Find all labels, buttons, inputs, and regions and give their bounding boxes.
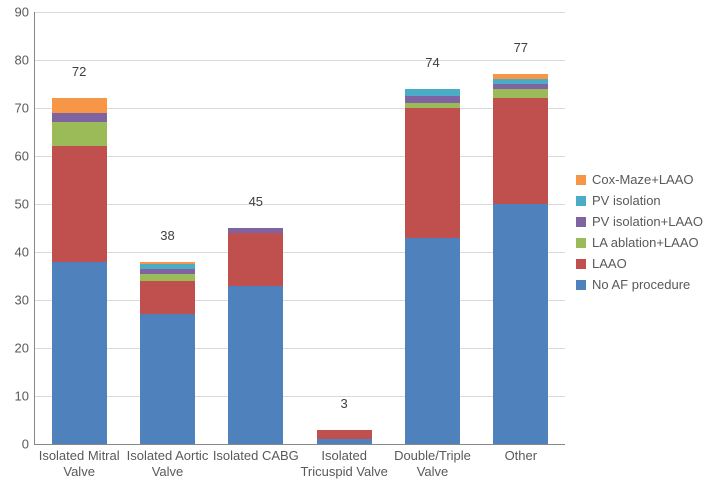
y-tick-label: 20 [15,341,35,356]
bar-segment [228,286,283,444]
legend-swatch [576,238,586,248]
bar-segment [228,233,283,286]
x-category-label: Isolated CABG [212,444,300,464]
legend-label: PV isolation [592,193,661,208]
bar-segment [493,204,548,444]
legend-label: No AF procedure [592,277,690,292]
bar-segment [405,103,460,108]
bar-total-label: 74 [405,55,460,72]
bar-segment [493,74,548,79]
legend-item: LA ablation+LAAO [576,235,703,250]
bar-segment [317,430,372,440]
plot-area: 010203040506070809072Isolated Mitral Val… [34,12,565,445]
gridline [35,60,565,61]
x-category-label: Isolated Tricuspid Valve [300,444,388,479]
bar-total-label: 3 [317,396,372,413]
bar-segment [140,269,195,274]
bar-segment [405,108,460,238]
gridline [35,204,565,205]
bar-segment [140,274,195,281]
y-tick-label: 90 [15,5,35,20]
gridline [35,252,565,253]
gridline [35,156,565,157]
bar-segment [140,262,195,264]
bar-segment [493,98,548,204]
x-category-label: Isolated Mitral Valve [35,444,123,479]
bar-segment [52,122,107,146]
gridline [35,348,565,349]
legend-label: LAAO [592,256,627,271]
y-tick-label: 40 [15,245,35,260]
bar-segment [140,314,195,444]
y-tick-label: 30 [15,293,35,308]
bar-total-label: 77 [493,40,548,57]
bar-segment [52,262,107,444]
legend-item: No AF procedure [576,277,703,292]
x-category-label: Other [477,444,565,464]
bar-segment [405,89,460,96]
bar-segment [493,79,548,84]
legend-swatch [576,175,586,185]
legend-item: LAAO [576,256,703,271]
legend-item: PV isolation [576,193,703,208]
legend-item: Cox-Maze+LAAO [576,172,703,187]
gridline [35,300,565,301]
bar-total-label: 45 [228,194,283,211]
gridline [35,108,565,109]
legend-swatch [576,196,586,206]
y-tick-label: 10 [15,389,35,404]
bar-segment [140,281,195,315]
bar-segment [493,89,548,99]
y-tick-label: 50 [15,197,35,212]
legend-swatch [576,217,586,227]
legend-label: Cox-Maze+LAAO [592,172,694,187]
chart-container: 0 10 20 30 40 50 60 70 80 90 72 Isolated Mitral Val… [0,0,708,502]
y-tick-label: 70 [15,101,35,116]
y-tick-label: 80 [15,53,35,68]
x-category-label: Double/Triple Valve [388,444,476,479]
bar-total-label: 38 [140,228,195,245]
bar-segment [405,96,460,103]
bar-segment [493,84,548,89]
bar-total-label: 72 [52,64,107,81]
bar-segment [140,264,195,269]
legend-swatch [576,259,586,269]
bar-segment [52,146,107,261]
legend-item: PV isolation+LAAO [576,214,703,229]
legend-label: PV isolation+LAAO [592,214,703,229]
y-tick-label: 0 [22,437,35,452]
x-category-label: Isolated Aortic Valve [123,444,211,479]
legend-swatch [576,280,586,290]
legend-label: LA ablation+LAAO [592,235,699,250]
y-tick-label: 60 [15,149,35,164]
bar-segment [405,238,460,444]
gridline [35,12,565,13]
gridline [35,396,565,397]
bar-segment [52,113,107,123]
bar-segment [52,98,107,112]
legend: Cox-Maze+LAAO PV isolation PV isolation+LA… [576,172,703,298]
bar-segment [228,228,283,233]
